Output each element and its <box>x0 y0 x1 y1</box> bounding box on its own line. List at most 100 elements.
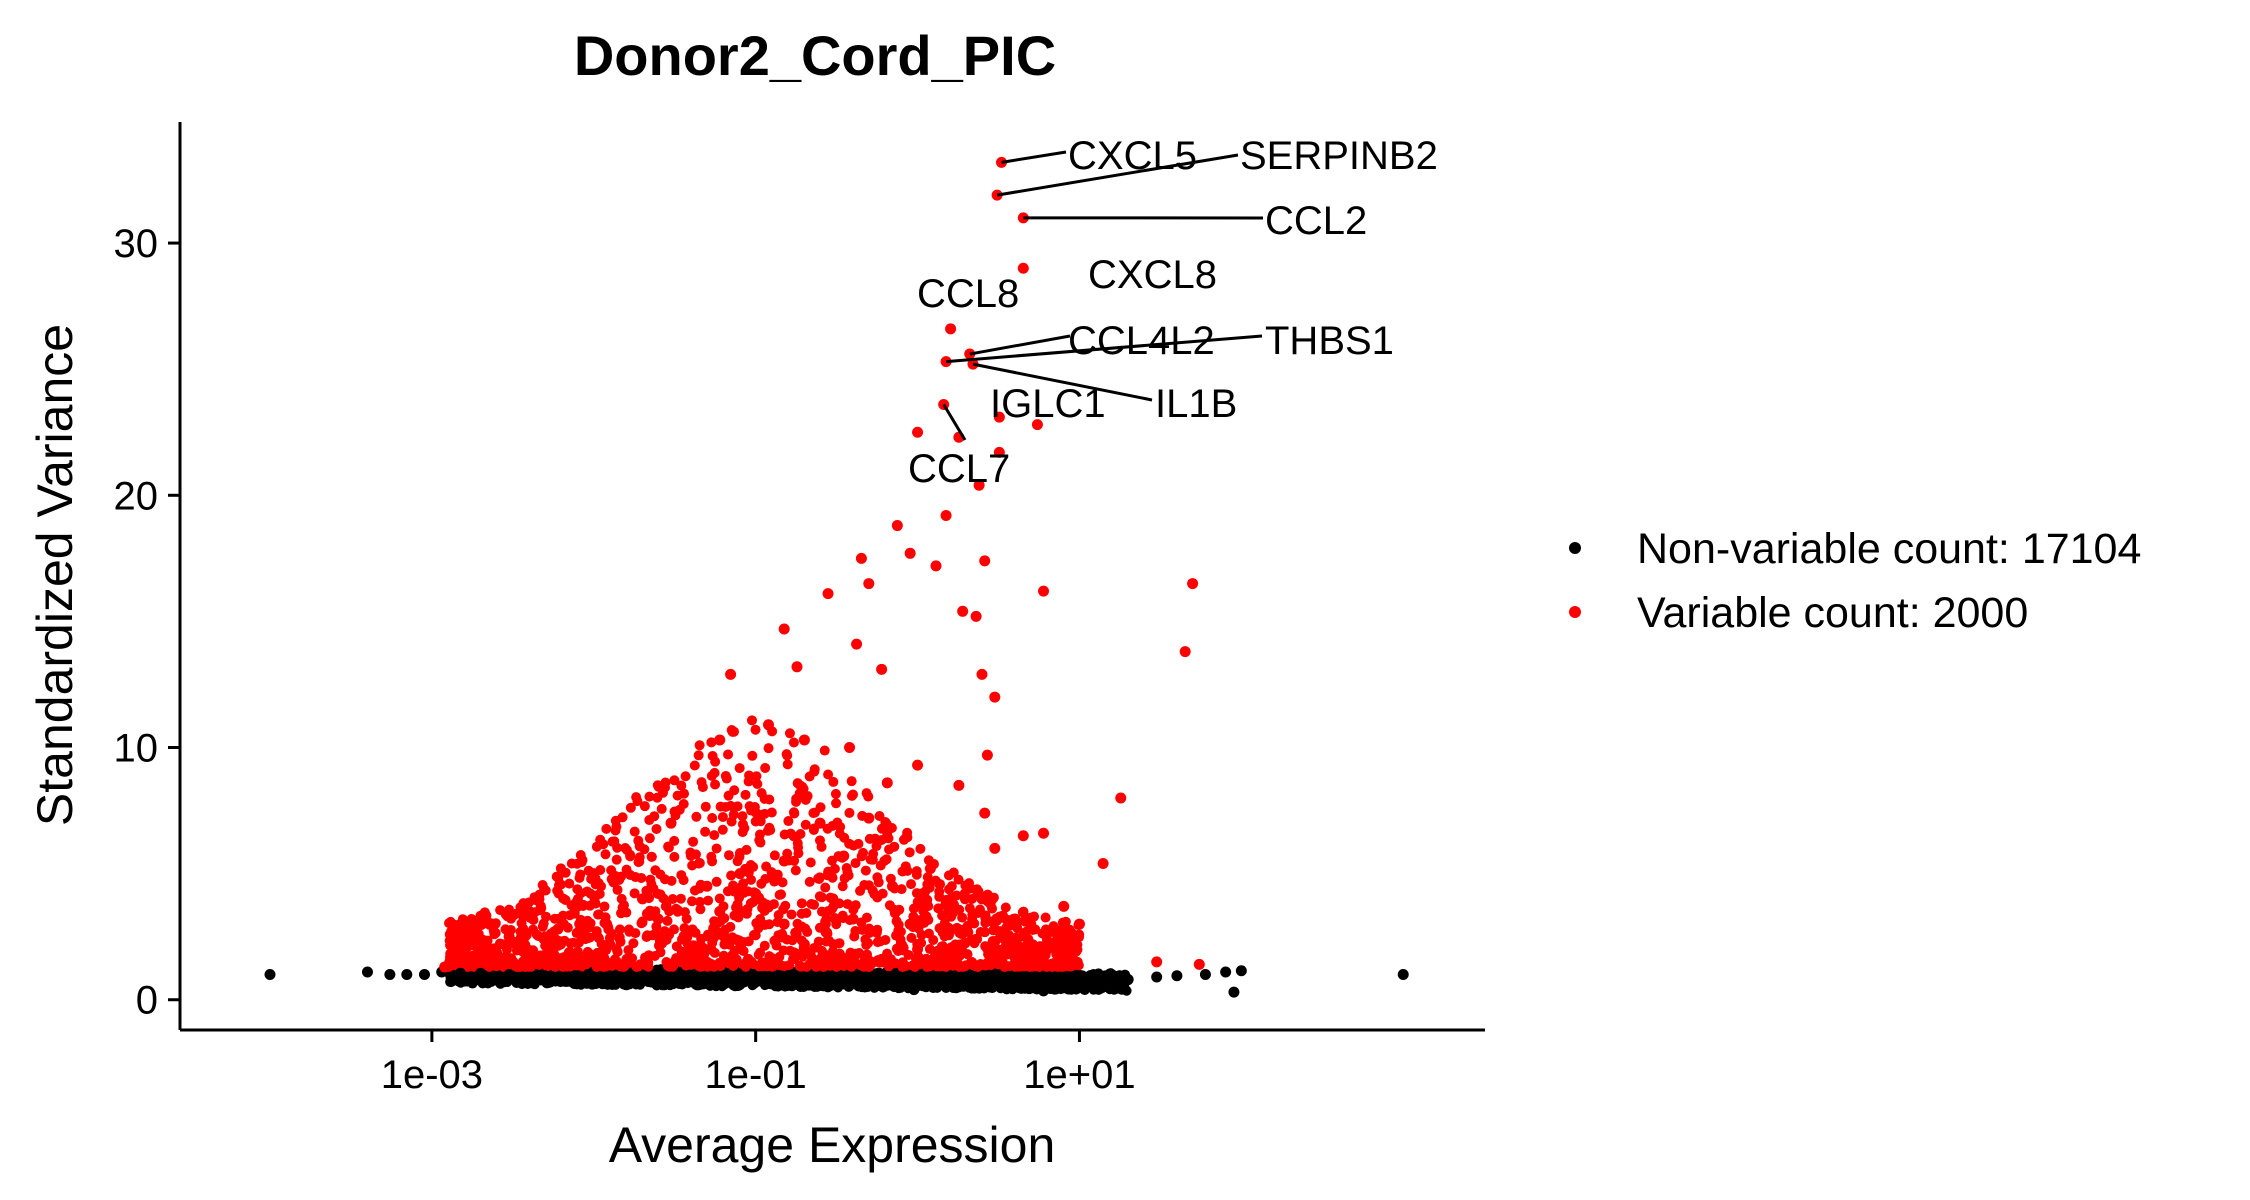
x-tick-label: 1e+01 <box>1023 1053 1135 1097</box>
data-point <box>734 972 746 984</box>
label-leader <box>942 403 967 441</box>
legend: Non-variable count: 17104 Variable count:… <box>1569 525 2141 637</box>
data-point <box>940 509 952 521</box>
gene-label: CCL8 <box>917 272 1019 316</box>
data-point <box>401 969 413 981</box>
plot-points <box>264 156 1409 998</box>
data-point <box>1235 965 1247 977</box>
data-point <box>1179 646 1191 658</box>
data-point <box>979 807 991 819</box>
gene-label: IGLC1 <box>990 382 1106 426</box>
data-point <box>572 948 584 960</box>
data-point <box>798 734 810 746</box>
data-point <box>714 734 726 746</box>
label-leader <box>1001 150 1067 164</box>
data-point <box>904 918 916 930</box>
data-point <box>1199 969 1211 981</box>
data-point <box>791 661 803 673</box>
label-leader <box>945 334 1263 364</box>
data-point <box>572 970 584 982</box>
data-point <box>637 893 649 905</box>
legend-label: Variable count: 2000 <box>1637 589 2028 637</box>
x-tick-label: 1e-01 <box>705 1053 807 1097</box>
data-point <box>750 888 762 900</box>
legend-label: Non-variable count: 17104 <box>1637 525 2141 573</box>
data-point <box>957 605 969 617</box>
data-point <box>881 777 893 789</box>
data-point <box>814 817 826 829</box>
data-point <box>989 842 1001 854</box>
data-point <box>1038 827 1050 839</box>
data-point <box>523 905 535 917</box>
data-point <box>588 868 600 880</box>
data-point <box>1102 976 1114 988</box>
data-point <box>908 984 920 996</box>
data-point <box>912 426 924 438</box>
data-point <box>930 560 942 572</box>
chart-title: Donor2_Cord_PIC <box>574 24 1056 87</box>
data-point <box>503 969 515 981</box>
data-point <box>637 971 649 983</box>
gene-label: CCL2 <box>1265 199 1367 243</box>
data-point <box>896 975 908 987</box>
data-point <box>621 953 633 965</box>
label-leaders <box>942 150 1264 441</box>
data-point <box>762 719 774 731</box>
data-point <box>418 969 430 981</box>
data-point <box>1048 938 1060 950</box>
data-point <box>960 976 972 988</box>
data-point <box>876 663 888 675</box>
data-point <box>701 972 713 984</box>
data-point <box>701 880 713 892</box>
data-point <box>503 931 515 943</box>
data-point <box>742 953 754 965</box>
data-point <box>976 668 988 680</box>
data-point <box>1151 971 1163 983</box>
data-point <box>798 973 810 985</box>
data-point <box>973 479 985 491</box>
legend-swatch <box>1569 542 1581 554</box>
data-point <box>827 893 839 905</box>
gene-labels: CXCL5 SERPINB2 CCL2 CXCL8 CCL8 CCL4L2 THBS1 IL1… <box>908 134 1438 491</box>
data-point <box>844 742 856 754</box>
gene-label: CCL4L2 <box>1068 319 1215 363</box>
data-point <box>993 446 1005 458</box>
data-point <box>1220 966 1232 978</box>
data-point <box>1073 980 1085 992</box>
series-0 <box>264 965 1409 998</box>
gene-label: THBS1 <box>1265 319 1394 363</box>
data-point <box>439 961 451 973</box>
data-point <box>665 971 677 983</box>
label-leader <box>972 362 1153 402</box>
data-point <box>1031 419 1043 431</box>
data-point <box>1122 974 1134 986</box>
data-point <box>989 977 1001 989</box>
x-tick-label: 1e-03 <box>381 1053 483 1097</box>
y-tick-label: 20 <box>114 474 159 518</box>
data-point <box>1193 958 1205 970</box>
data-point <box>863 974 875 986</box>
data-point <box>652 913 664 925</box>
series-1 <box>439 156 1205 973</box>
data-point <box>778 918 790 930</box>
data-point <box>924 976 936 988</box>
data-point <box>1000 948 1012 960</box>
data-point <box>714 905 726 917</box>
y-tick-label: 0 <box>136 979 158 1023</box>
data-point <box>1048 981 1060 993</box>
point-cloud <box>443 715 1133 996</box>
data-point <box>552 923 564 935</box>
data-point <box>960 923 972 935</box>
data-point <box>1171 970 1183 982</box>
data-point <box>454 967 466 979</box>
data-point <box>863 578 875 590</box>
data-point <box>863 812 875 824</box>
data-point <box>601 918 613 930</box>
y-axis-title: Standardized Variance <box>27 324 83 826</box>
data-point <box>384 969 396 981</box>
gene-label: CXCL5 <box>1068 134 1197 178</box>
data-point <box>1025 918 1037 930</box>
y-ticks: 0 10 20 30 <box>114 222 180 1023</box>
data-point <box>1397 969 1409 981</box>
data-point <box>851 638 863 650</box>
